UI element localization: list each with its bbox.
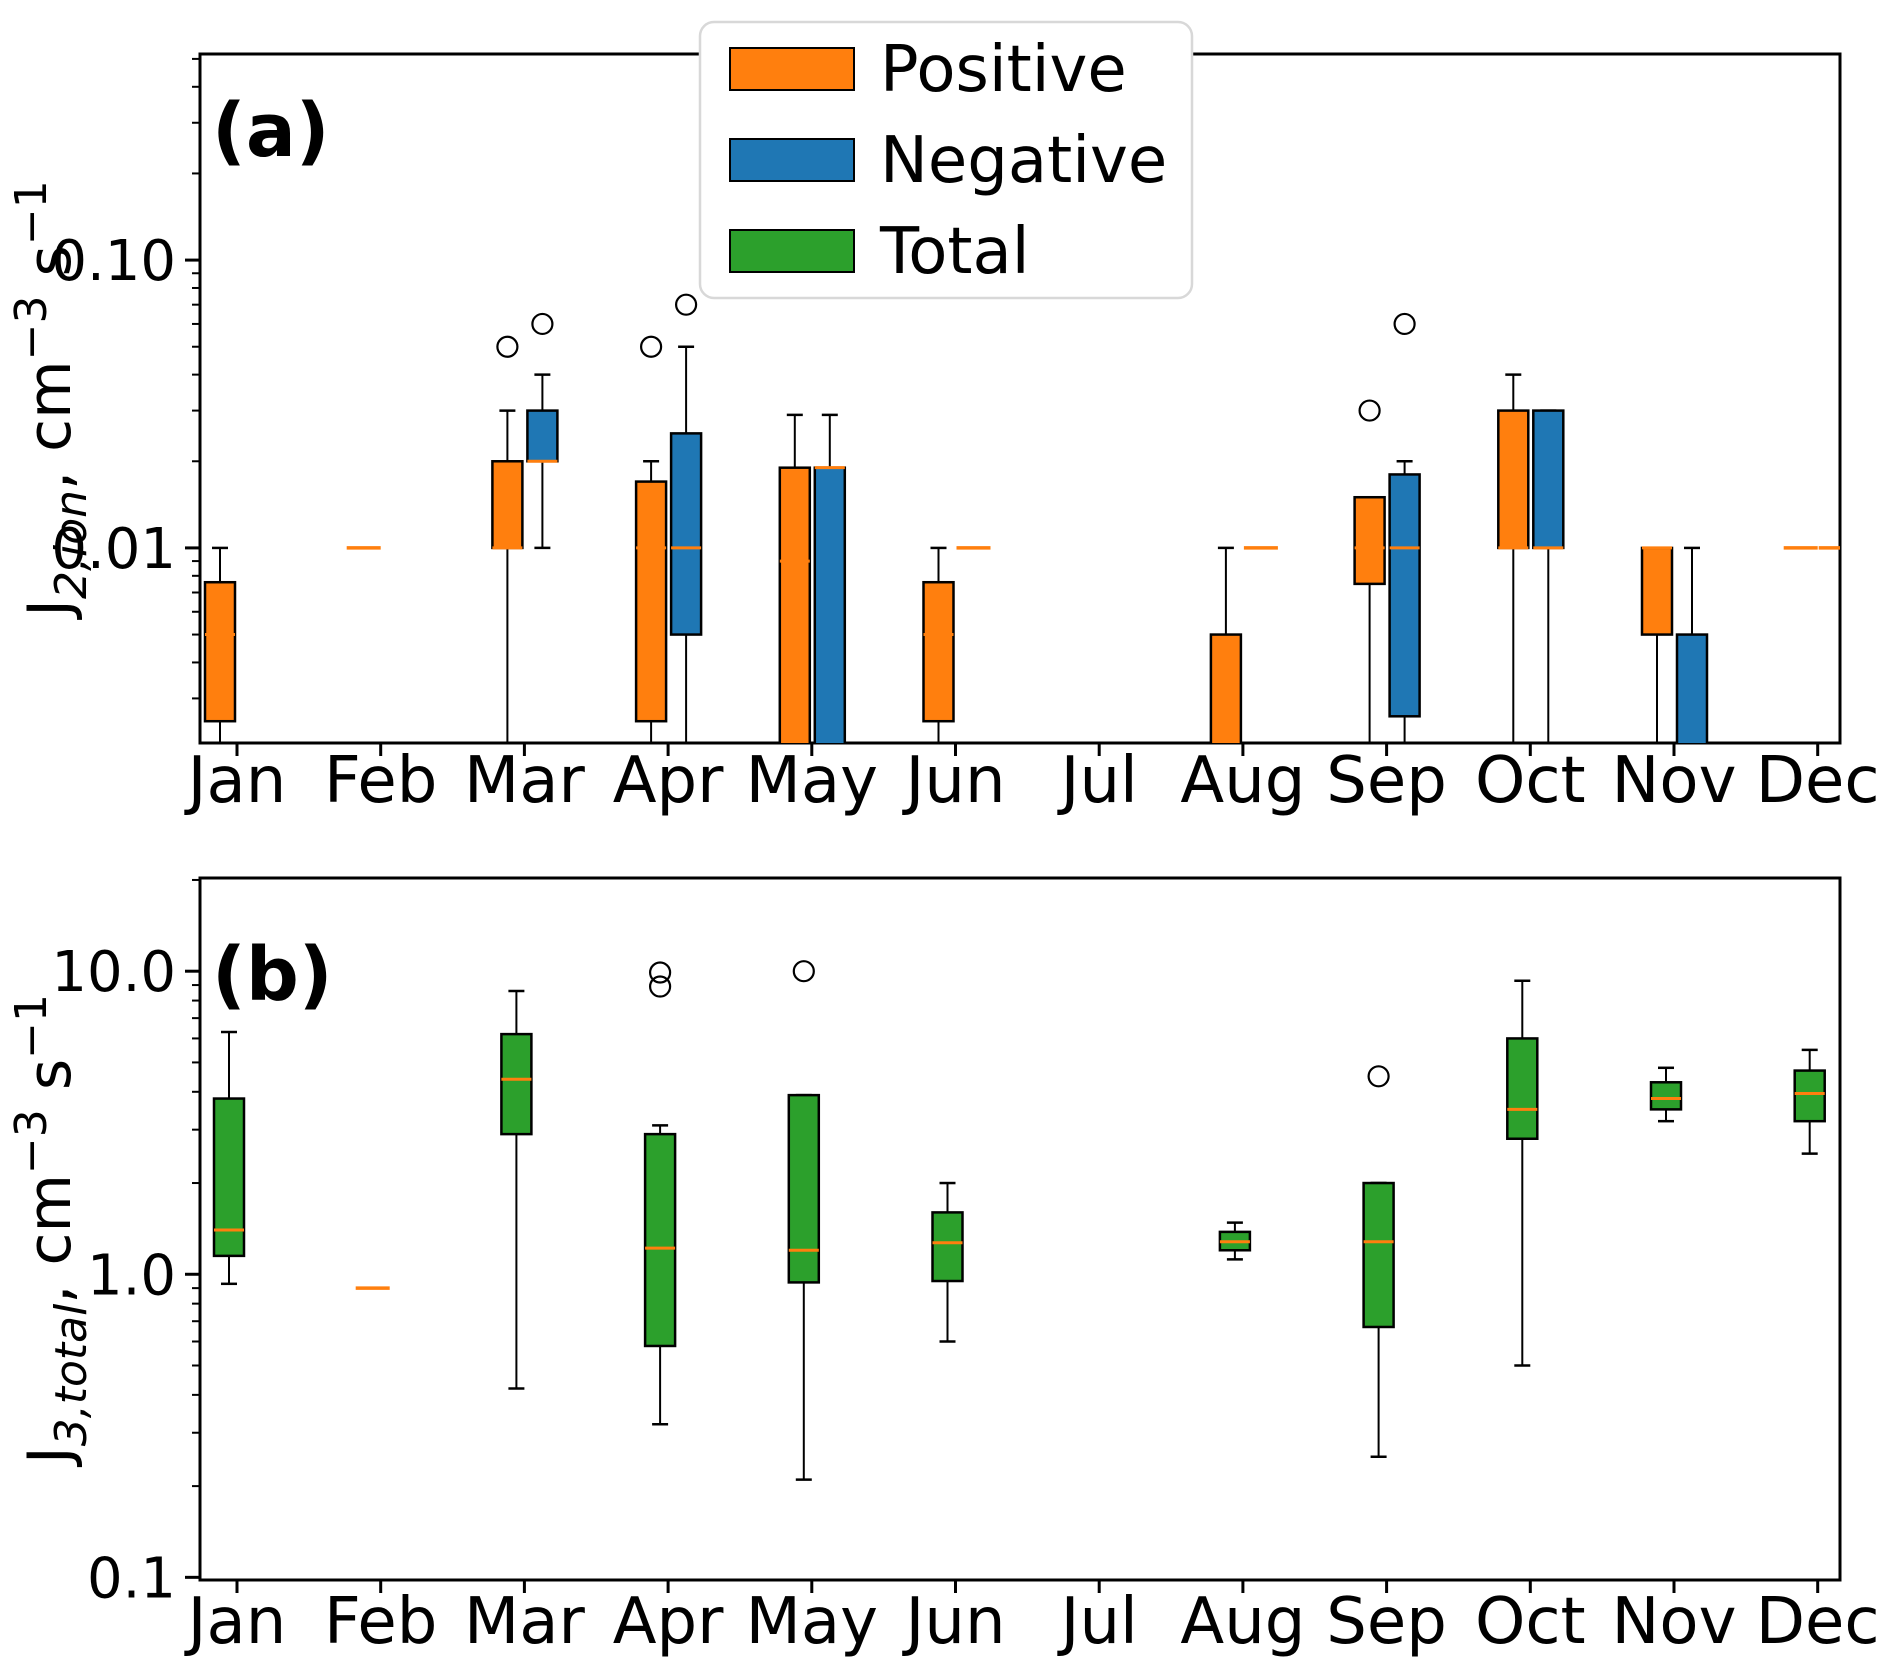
total-sep-flier [1367,1065,1390,1088]
total-apr-box [643,1132,677,1348]
x-tick-label-jan: Jan [184,1585,287,1657]
x-tick-label-apr: Apr [613,744,724,818]
positive-mar-flier [496,335,519,358]
x-tick-label-apr: Apr [613,1585,724,1657]
x-tick-label-jul: Jul [1057,744,1138,818]
positive-oct-box [1497,409,1530,550]
positive-sep-flier [1358,399,1381,422]
total-may-flier [792,960,815,983]
positive-mar-box [491,460,524,550]
x-tick-label-jul: Jul [1057,1585,1138,1657]
negative-sep-box [1388,473,1421,718]
legend-swatch-total [729,229,855,273]
legend-swatch-positive [729,47,855,91]
y-tick-label: 0.10 [51,229,176,294]
x-tick-label-oct: Oct [1475,744,1586,818]
x-tick-label-feb: Feb [324,744,437,818]
x-tick-label-sep: Sep [1326,744,1447,818]
positive-may-box [778,466,812,743]
x-tick-label-aug: Aug [1180,1585,1305,1657]
total-sep-box [1362,1181,1395,1329]
total-jan-box [212,1097,246,1258]
positive-sep-box [1353,495,1386,586]
positive-jun-box [922,580,955,723]
panel-letter: (b) [212,932,333,1018]
x-tick-label-dec: Dec [1756,1585,1880,1657]
x-tick-label-sep: Sep [1326,1585,1447,1657]
legend-label-positive: Positive [880,33,1127,107]
legend-label-total: Total [879,215,1029,289]
plot-area [212,960,1826,1481]
x-tick-label-may: May [746,744,878,818]
y-axis-label: J2,ion, cm−3 s−1 [6,180,97,620]
positive-apr-box [634,480,668,723]
total-mar-box [500,1032,533,1136]
total-nov-box [1649,1081,1683,1111]
x-tick-label-mar: Mar [464,1585,585,1657]
y-tick-label: 10.0 [51,940,176,1005]
positive-aug-box [1209,633,1243,743]
negative-oct-box [1532,409,1565,550]
x-tick-label-oct: Oct [1475,1585,1586,1657]
negative-mar-box [526,409,559,463]
total-may-box [787,1093,821,1284]
total-jun-box [931,1211,964,1283]
negative-sep-flier [1393,312,1416,336]
panel-a: 0.01 0.10 Jan Feb Mar Apr May Jun Jul Aug Sep Oct No… [6,52,1880,818]
negative-nov-box [1675,633,1709,743]
positive-nov-box [1640,546,1674,636]
panel-b: 0.1 1.0 10.0 Jan Feb Mar Apr May Jun Jul Aug Sep Oct… [6,876,1880,1657]
negative-may-box [813,466,847,743]
negative-apr-box [669,432,703,636]
panel-letter: (a) [212,88,330,174]
positive-jan-box [203,580,237,723]
legend-swatch-negative [729,138,855,182]
axes-spines [198,876,1842,1582]
negative-mar-flier [531,312,554,336]
total-dec-box [1793,1069,1826,1123]
x-tick-label-jan: Jan [184,744,287,818]
x-tick-label-feb: Feb [324,1585,437,1657]
x-tick-label-nov: Nov [1612,1585,1737,1657]
total-apr-flier [648,975,672,998]
negative-apr-flier [674,293,698,316]
x-tick-label-jun: Jun [902,1585,1006,1657]
y-axis-label: J3,total, cm−3 s−1 [6,994,97,1468]
y-tick-label: 0.01 [51,517,176,582]
total-oct-box [1506,1037,1539,1140]
x-tick-label-dec: Dec [1756,744,1880,818]
legend: Positive Negative Total [698,20,1194,300]
legend-label-negative: Negative [880,124,1167,198]
x-tick-label-may: May [746,1585,878,1657]
positive-apr-flier [639,335,663,358]
total-apr-flier [648,961,672,984]
y-tick-label: 0.1 [87,1546,176,1611]
y-tick-label: 1.0 [87,1243,176,1308]
x-tick-label-nov: Nov [1612,744,1737,818]
plot-area [203,293,1840,743]
x-tick-label-jun: Jun [902,744,1006,818]
x-tick-label-aug: Aug [1180,744,1305,818]
x-tick-label-mar: Mar [464,744,585,818]
